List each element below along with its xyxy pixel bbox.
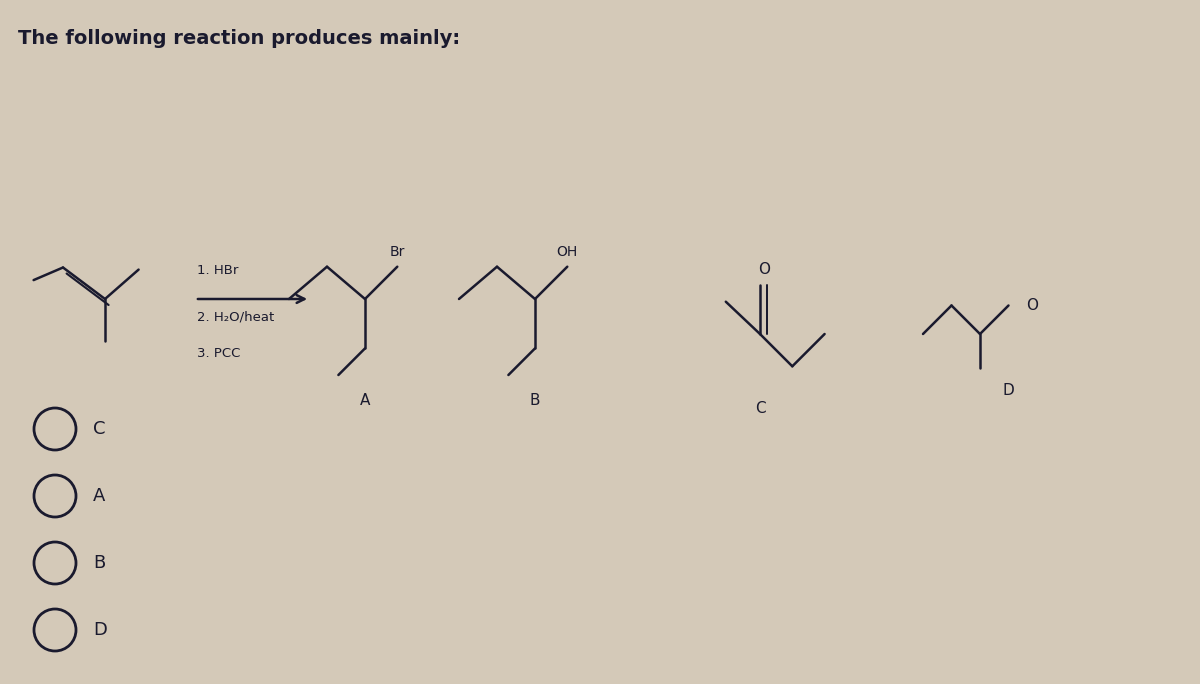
Text: A: A	[94, 487, 106, 505]
Text: D: D	[1003, 384, 1014, 398]
Text: The following reaction produces mainly:: The following reaction produces mainly:	[18, 29, 460, 48]
Text: C: C	[755, 402, 766, 417]
Text: A: A	[360, 393, 370, 408]
Text: O: O	[758, 261, 770, 276]
Text: B: B	[529, 393, 540, 408]
Text: O: O	[1026, 298, 1038, 313]
Text: 3. PCC: 3. PCC	[197, 347, 240, 360]
Text: OH: OH	[557, 245, 578, 259]
Text: 2. H₂O/heat: 2. H₂O/heat	[197, 311, 275, 324]
Text: B: B	[94, 554, 106, 572]
Text: C: C	[94, 420, 106, 438]
Text: 1. HBr: 1. HBr	[197, 264, 239, 277]
Text: D: D	[94, 621, 107, 639]
Text: Br: Br	[390, 245, 404, 259]
